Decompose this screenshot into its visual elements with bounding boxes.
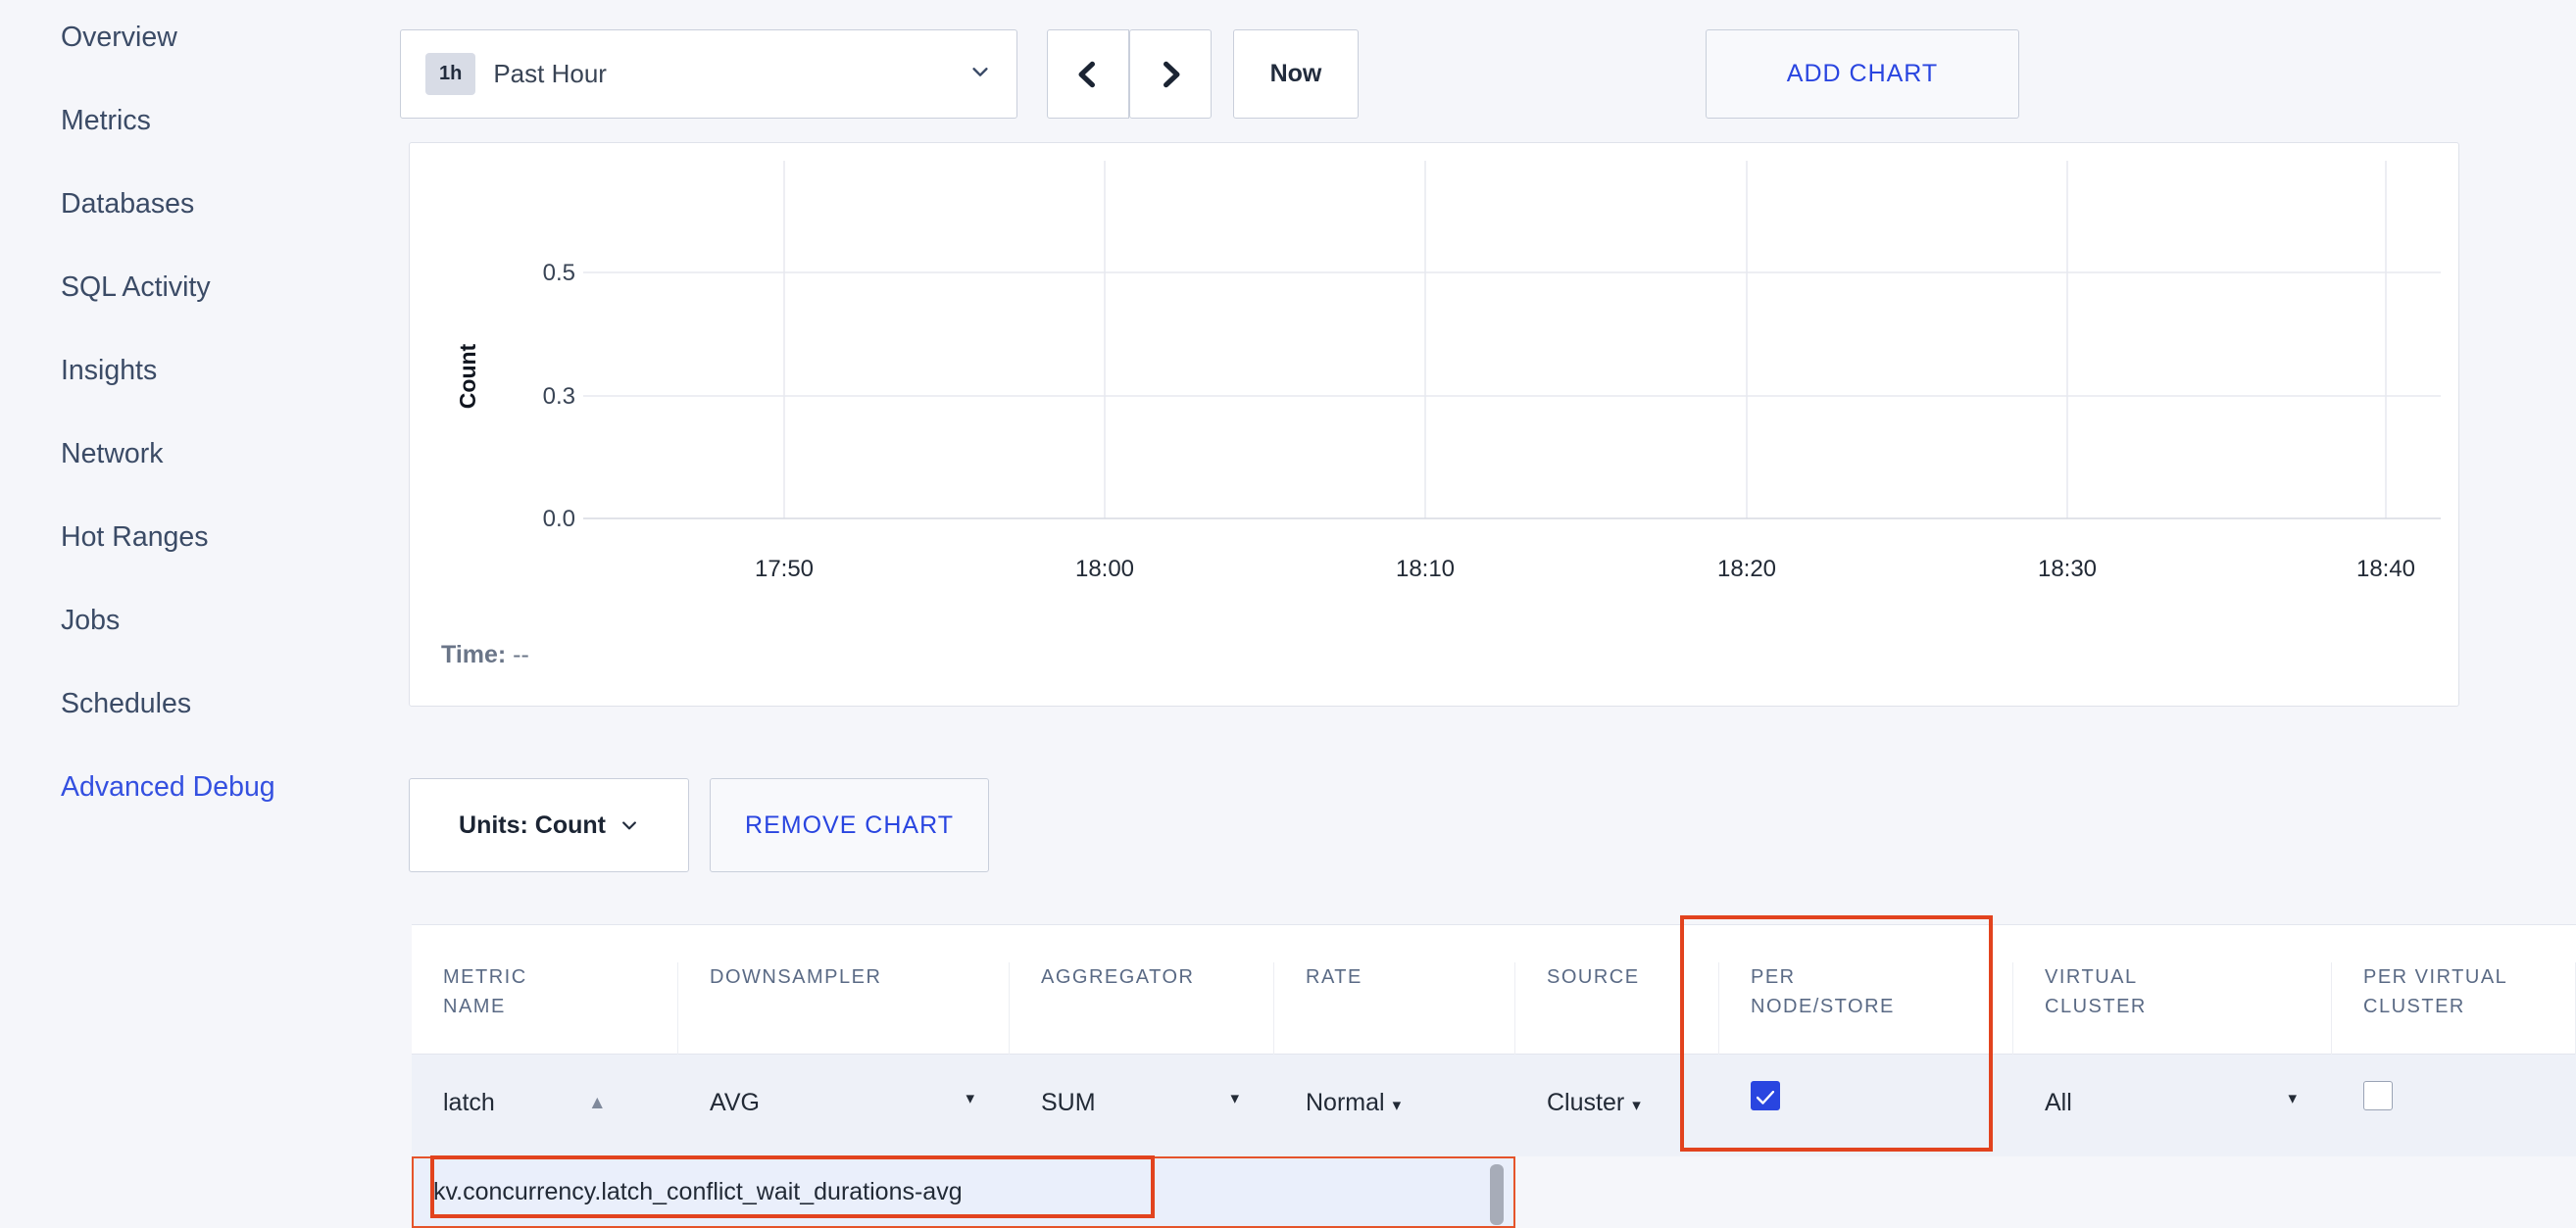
svg-text:0.3: 0.3 xyxy=(543,383,575,410)
svg-text:0.5: 0.5 xyxy=(543,260,575,286)
svg-text:18:00: 18:00 xyxy=(1075,556,1134,582)
svg-text:18:30: 18:30 xyxy=(2038,556,2097,582)
svg-text:18:40: 18:40 xyxy=(2356,556,2415,582)
svg-text:Count: Count xyxy=(455,343,480,409)
svg-text:0.0: 0.0 xyxy=(543,506,575,532)
svg-text:18:20: 18:20 xyxy=(1717,556,1776,582)
svg-text:17:50: 17:50 xyxy=(755,556,814,582)
svg-text:18:10: 18:10 xyxy=(1396,556,1455,582)
